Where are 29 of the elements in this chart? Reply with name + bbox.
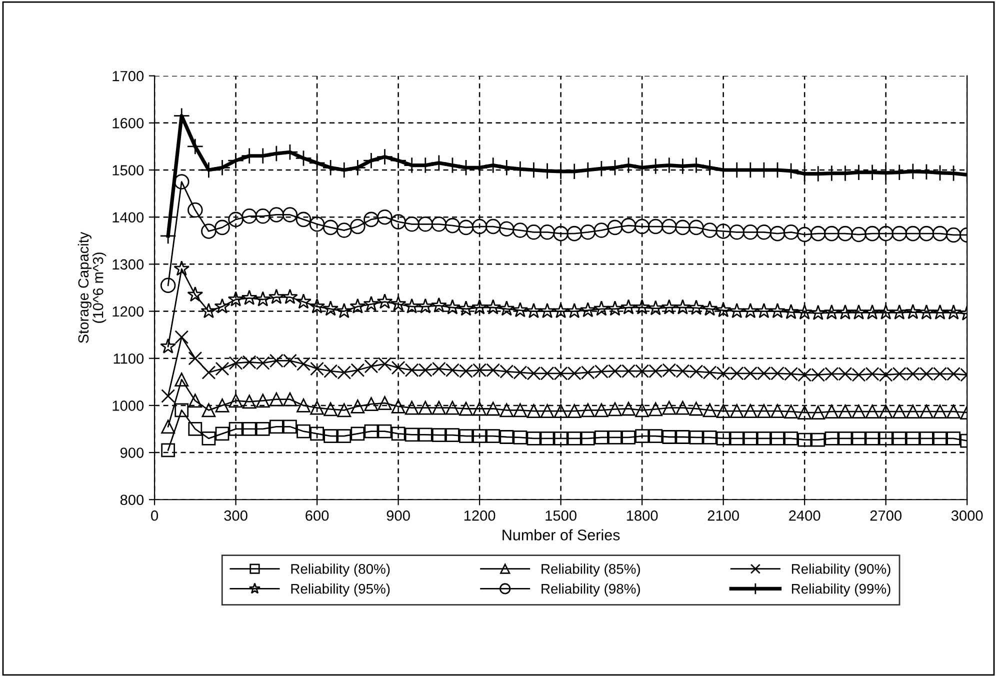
legend-label: Reliability (80%)	[291, 564, 390, 577]
y-tick-label: 1700	[112, 70, 144, 82]
x-tick-label: 1200	[464, 510, 496, 521]
x-axis-title: Number of Series	[502, 529, 620, 540]
x-tick-label: 2100	[708, 510, 739, 521]
x-tick-label: 2700	[870, 510, 902, 521]
y-tick-label: 1400	[112, 212, 144, 223]
legend-label: Reliability (99%)	[792, 584, 890, 596]
y-tick-label: 1100	[114, 353, 144, 364]
x-tick-label: 300	[224, 510, 248, 521]
legend-label: Reliability (95%)	[291, 584, 390, 596]
y-tick-label: 1600	[112, 118, 144, 128]
legend-label: Reliability (98%)	[542, 584, 640, 596]
y-axis-title: Storage Capacity (10^6 m^3)	[78, 232, 106, 343]
x-tick-label: 0	[151, 510, 158, 521]
x-tick-label: 600	[306, 510, 329, 521]
legend-label: Reliability (90%)	[792, 564, 890, 577]
y-tick-label: 900	[120, 448, 144, 458]
x-tick-label: 900	[386, 510, 410, 521]
x-tick-label: 1500	[546, 510, 576, 521]
legend-label: Reliability (85%)	[542, 564, 640, 577]
y-tick-label: 800	[120, 494, 144, 506]
y-tick-label: 1200	[112, 306, 144, 317]
x-tick-label: 2400	[789, 510, 820, 521]
x-tick-label: 3000	[951, 510, 983, 521]
y-tick-label: 1500	[112, 165, 144, 176]
y-tick-label: 1300	[112, 259, 144, 270]
y-tick-label: 1000	[112, 400, 144, 411]
x-tick-label: 1800	[626, 510, 658, 521]
